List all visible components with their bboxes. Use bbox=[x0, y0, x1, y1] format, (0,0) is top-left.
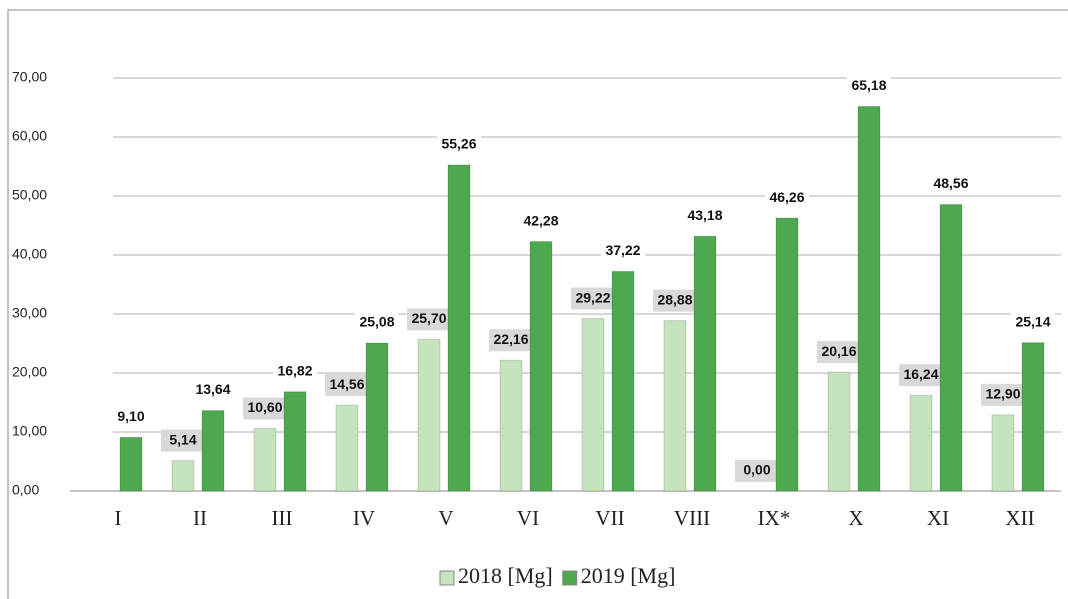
x-tick-label: III bbox=[272, 506, 293, 530]
data-label: 20,16 bbox=[821, 343, 856, 359]
bar bbox=[171, 460, 195, 492]
x-tick-label: VIII bbox=[674, 506, 710, 530]
bar bbox=[447, 164, 471, 492]
data-label: 65,18 bbox=[851, 77, 886, 93]
data-label-box bbox=[437, 133, 481, 156]
data-label: 22,16 bbox=[493, 331, 528, 347]
legend-swatch bbox=[562, 570, 578, 586]
data-label: 25,70 bbox=[411, 310, 446, 326]
bar bbox=[1021, 342, 1045, 492]
y-tick-label: 50,00 bbox=[12, 187, 47, 203]
data-label: 42,28 bbox=[523, 212, 558, 228]
y-tick-label: 0,00 bbox=[12, 482, 39, 498]
y-tick-label: 20,00 bbox=[12, 364, 47, 380]
x-tick-label: II bbox=[193, 506, 207, 530]
data-label-box bbox=[1011, 311, 1055, 334]
data-label-box bbox=[243, 397, 287, 420]
data-label: 13,64 bbox=[195, 381, 230, 397]
y-tick-label: 70,00 bbox=[12, 69, 47, 85]
y-tick-label: 30,00 bbox=[12, 305, 47, 321]
data-label-box bbox=[273, 360, 317, 383]
bar bbox=[119, 436, 143, 492]
data-label: 0,00 bbox=[743, 462, 770, 478]
y-tick-label: 60,00 bbox=[12, 128, 47, 144]
data-label-box bbox=[489, 329, 533, 352]
data-label: 55,26 bbox=[441, 136, 476, 152]
bar bbox=[909, 394, 933, 492]
data-label: 48,56 bbox=[933, 175, 968, 191]
bar bbox=[365, 342, 389, 492]
x-tick-label: XII bbox=[1005, 506, 1034, 530]
bar bbox=[663, 320, 687, 492]
bar bbox=[335, 404, 359, 492]
bar bbox=[939, 203, 963, 492]
data-label-box bbox=[191, 379, 235, 402]
data-label: 25,08 bbox=[359, 314, 394, 330]
x-tick-label: XI bbox=[927, 506, 949, 530]
data-label: 10,60 bbox=[247, 399, 282, 415]
bar bbox=[857, 105, 881, 492]
data-label-box bbox=[571, 287, 615, 310]
data-label: 16,24 bbox=[903, 366, 938, 382]
bar bbox=[253, 427, 277, 492]
data-label: 12,90 bbox=[985, 386, 1020, 402]
data-label: 5,14 bbox=[169, 431, 196, 447]
data-label: 25,14 bbox=[1015, 313, 1050, 329]
data-label: 28,88 bbox=[657, 291, 692, 307]
data-label: 43,18 bbox=[687, 207, 722, 223]
data-label-box bbox=[519, 210, 563, 233]
legend-label: 2019 [Mg] bbox=[581, 563, 676, 588]
data-label-box bbox=[161, 429, 205, 452]
data-label-box bbox=[653, 289, 697, 312]
legend-label: 2018 [Mg] bbox=[458, 563, 553, 588]
bar bbox=[693, 235, 717, 492]
data-label-box bbox=[325, 374, 369, 397]
data-label-box bbox=[683, 205, 727, 228]
x-tick-label: IX* bbox=[758, 506, 791, 530]
data-label-box bbox=[601, 240, 645, 263]
x-tick-label: IV bbox=[353, 506, 375, 530]
y-tick-label: 40,00 bbox=[12, 246, 47, 262]
data-label-box bbox=[735, 460, 779, 482]
data-label: 29,22 bbox=[575, 289, 610, 305]
data-label-box bbox=[109, 406, 153, 429]
x-tick-label: VI bbox=[517, 506, 539, 530]
data-label-box bbox=[929, 173, 973, 196]
x-tick-label: VII bbox=[595, 506, 624, 530]
x-tick-label: X bbox=[848, 506, 863, 530]
data-label: 46,26 bbox=[769, 189, 804, 205]
data-label: 9,10 bbox=[117, 408, 144, 424]
bar bbox=[499, 359, 523, 492]
bar bbox=[827, 371, 851, 492]
data-label-box bbox=[817, 341, 861, 364]
bar bbox=[283, 391, 307, 492]
data-label: 14,56 bbox=[329, 376, 364, 392]
data-label-box bbox=[355, 312, 399, 335]
bar bbox=[581, 318, 605, 492]
data-label-box bbox=[765, 187, 809, 210]
bar bbox=[529, 241, 553, 492]
data-label-box bbox=[899, 364, 943, 387]
bar bbox=[201, 410, 225, 492]
legend-swatch bbox=[439, 570, 455, 586]
bar bbox=[611, 270, 635, 492]
bar bbox=[775, 217, 799, 492]
data-label: 16,82 bbox=[277, 362, 312, 378]
data-label-box bbox=[847, 75, 891, 98]
data-label-box bbox=[407, 308, 451, 331]
y-tick-label: 10,00 bbox=[12, 423, 47, 439]
bar bbox=[991, 414, 1015, 492]
data-label: 37,22 bbox=[605, 242, 640, 258]
data-label-box bbox=[981, 383, 1025, 406]
x-tick-label: I bbox=[115, 506, 122, 530]
bar bbox=[417, 338, 441, 492]
x-tick-label: V bbox=[438, 506, 453, 530]
